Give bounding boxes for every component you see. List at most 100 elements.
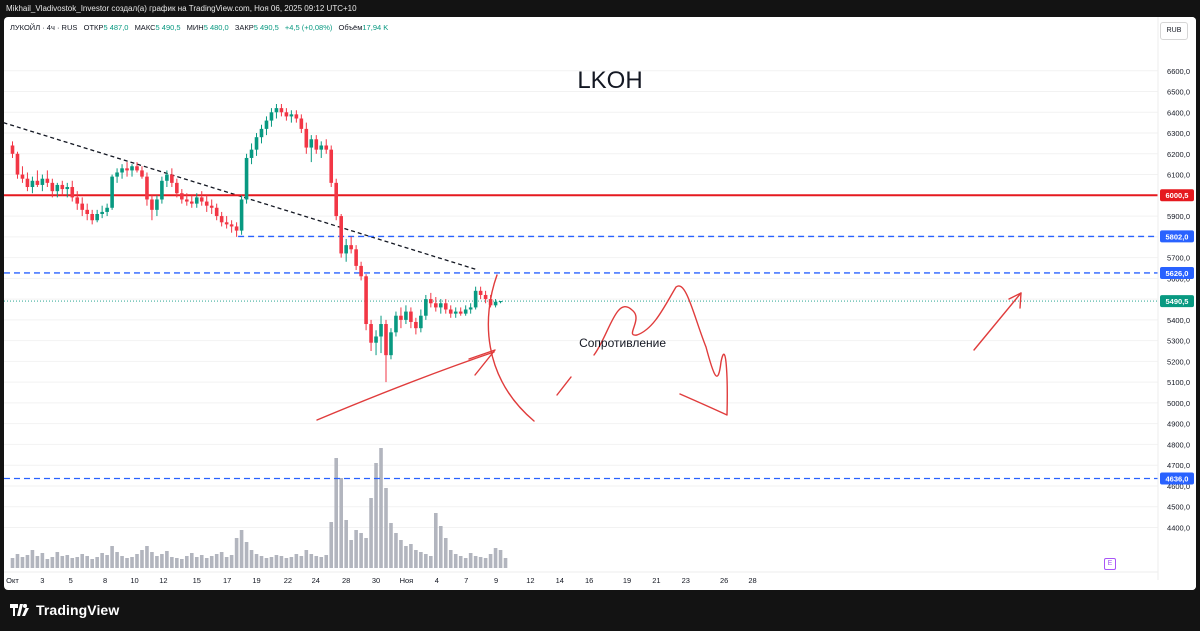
candle-body bbox=[40, 178, 45, 185]
candle-body bbox=[75, 197, 80, 204]
volume-bar bbox=[165, 551, 169, 568]
last-price-tag: 5490,5 bbox=[1166, 297, 1189, 306]
candle-body bbox=[493, 301, 498, 306]
volume-bar bbox=[130, 557, 134, 568]
volume-bar bbox=[309, 554, 314, 568]
volume-bar bbox=[339, 478, 343, 568]
candle-body bbox=[404, 311, 408, 320]
change-value: +4,5 (+0,08%) bbox=[284, 23, 333, 32]
candle-body bbox=[314, 139, 319, 150]
candle-body bbox=[80, 203, 85, 210]
candle-body bbox=[438, 303, 443, 308]
y-tick-label: 4800,0 bbox=[1167, 440, 1190, 449]
volume-bar bbox=[324, 555, 329, 568]
volume-bar bbox=[209, 556, 214, 568]
volume-bar bbox=[35, 556, 40, 568]
volume-bar bbox=[379, 448, 383, 568]
candle-body bbox=[100, 211, 104, 214]
candle-body bbox=[20, 174, 25, 179]
candle-body bbox=[50, 182, 55, 192]
x-tick-label: 12 bbox=[526, 576, 534, 585]
volume-bar bbox=[334, 458, 338, 568]
candle-body bbox=[498, 301, 503, 303]
volume-bar bbox=[409, 544, 413, 568]
volume-bar bbox=[25, 555, 30, 568]
candle-body bbox=[125, 168, 129, 171]
level-price-tag: 6000,5 bbox=[1166, 191, 1189, 200]
volume-bar bbox=[319, 557, 324, 568]
volume-bar bbox=[274, 555, 279, 568]
candle-body bbox=[180, 193, 184, 200]
y-tick-label: 6600,0 bbox=[1167, 67, 1190, 76]
price-chart[interactable]: Сопротивление LKOH 6600,0 6500,0 6400,0 6300,… bbox=[4, 17, 1196, 590]
volume-bar bbox=[224, 557, 229, 568]
x-tick-label: 26 bbox=[720, 576, 728, 585]
candle-body bbox=[374, 336, 378, 343]
candle-body bbox=[229, 224, 234, 227]
candle-body bbox=[224, 222, 229, 225]
candle-body bbox=[150, 199, 154, 210]
last-price-tag-bg bbox=[1160, 295, 1194, 308]
volume-bar bbox=[279, 556, 284, 568]
close-value: 5 490,5 bbox=[253, 23, 279, 32]
earnings-event-icon[interactable]: E bbox=[1104, 558, 1116, 570]
y-tick-label: 4400,0 bbox=[1167, 523, 1190, 532]
candle-body bbox=[120, 168, 124, 173]
candle-body bbox=[334, 182, 338, 217]
candle-body bbox=[244, 157, 249, 200]
candle-body bbox=[429, 299, 433, 304]
candle-body bbox=[443, 303, 448, 310]
x-tick-label: 10 bbox=[130, 576, 138, 585]
candle-body bbox=[10, 145, 15, 154]
level-price-tag-bg bbox=[1160, 230, 1194, 243]
chart-title: LKOH bbox=[577, 67, 642, 94]
level-price-tag-bg bbox=[1160, 266, 1194, 279]
volume-bar bbox=[429, 556, 433, 568]
currency-button[interactable]: RUB bbox=[1160, 22, 1188, 40]
volume-bar bbox=[424, 554, 428, 568]
volume-bar bbox=[414, 550, 418, 568]
volume-bar bbox=[239, 530, 244, 568]
candle-body bbox=[95, 214, 99, 221]
drawing-stroke bbox=[593, 285, 728, 416]
volume-bar bbox=[314, 556, 319, 568]
volume-bar bbox=[419, 552, 423, 568]
y-tick-label: 4600,0 bbox=[1167, 482, 1190, 491]
y-tick-label: 6400,0 bbox=[1167, 108, 1190, 117]
volume-bar bbox=[344, 520, 348, 568]
x-tick-label: 19 bbox=[252, 576, 260, 585]
volume-bar bbox=[120, 556, 124, 568]
candle-body bbox=[55, 184, 60, 192]
volume-bar bbox=[254, 554, 259, 568]
volume-bar bbox=[404, 546, 408, 568]
volume-bar bbox=[65, 555, 70, 568]
y-tick-label: 5300,0 bbox=[1167, 337, 1190, 346]
candle-body bbox=[35, 180, 40, 185]
y-tick-label: 5400,0 bbox=[1167, 316, 1190, 325]
candle-body bbox=[249, 149, 254, 158]
tradingview-logo-icon bbox=[10, 604, 29, 616]
x-tick-label: 4 bbox=[435, 576, 439, 585]
candle-body bbox=[354, 249, 358, 266]
candle-body bbox=[468, 307, 473, 310]
x-tick-label: 14 bbox=[556, 576, 564, 585]
volume-bar bbox=[40, 553, 45, 568]
candle-body bbox=[65, 187, 70, 190]
x-tick-label: 7 bbox=[464, 576, 468, 585]
level-price-tag: 4636,0 bbox=[1166, 474, 1189, 483]
candle-body bbox=[239, 199, 244, 231]
volume-bar bbox=[199, 555, 204, 568]
candle-body bbox=[419, 315, 423, 329]
y-tick-label: 5200,0 bbox=[1167, 357, 1190, 366]
symbol-legend: ЛУКОЙЛ · 4ч · RUS ОТКР5 487,0 МАКС5 490,… bbox=[10, 23, 392, 32]
candle-body bbox=[424, 299, 428, 316]
volume-bar bbox=[60, 556, 65, 568]
candle-body bbox=[30, 180, 35, 188]
candle-body bbox=[299, 118, 304, 129]
candle-body bbox=[185, 199, 189, 202]
candle-body bbox=[105, 207, 109, 212]
candle-body bbox=[458, 311, 463, 314]
symbol-label[interactable]: ЛУКОЙЛ · 4ч · RUS bbox=[10, 23, 78, 32]
volume-bar bbox=[438, 526, 443, 568]
volume-bar bbox=[20, 557, 25, 568]
